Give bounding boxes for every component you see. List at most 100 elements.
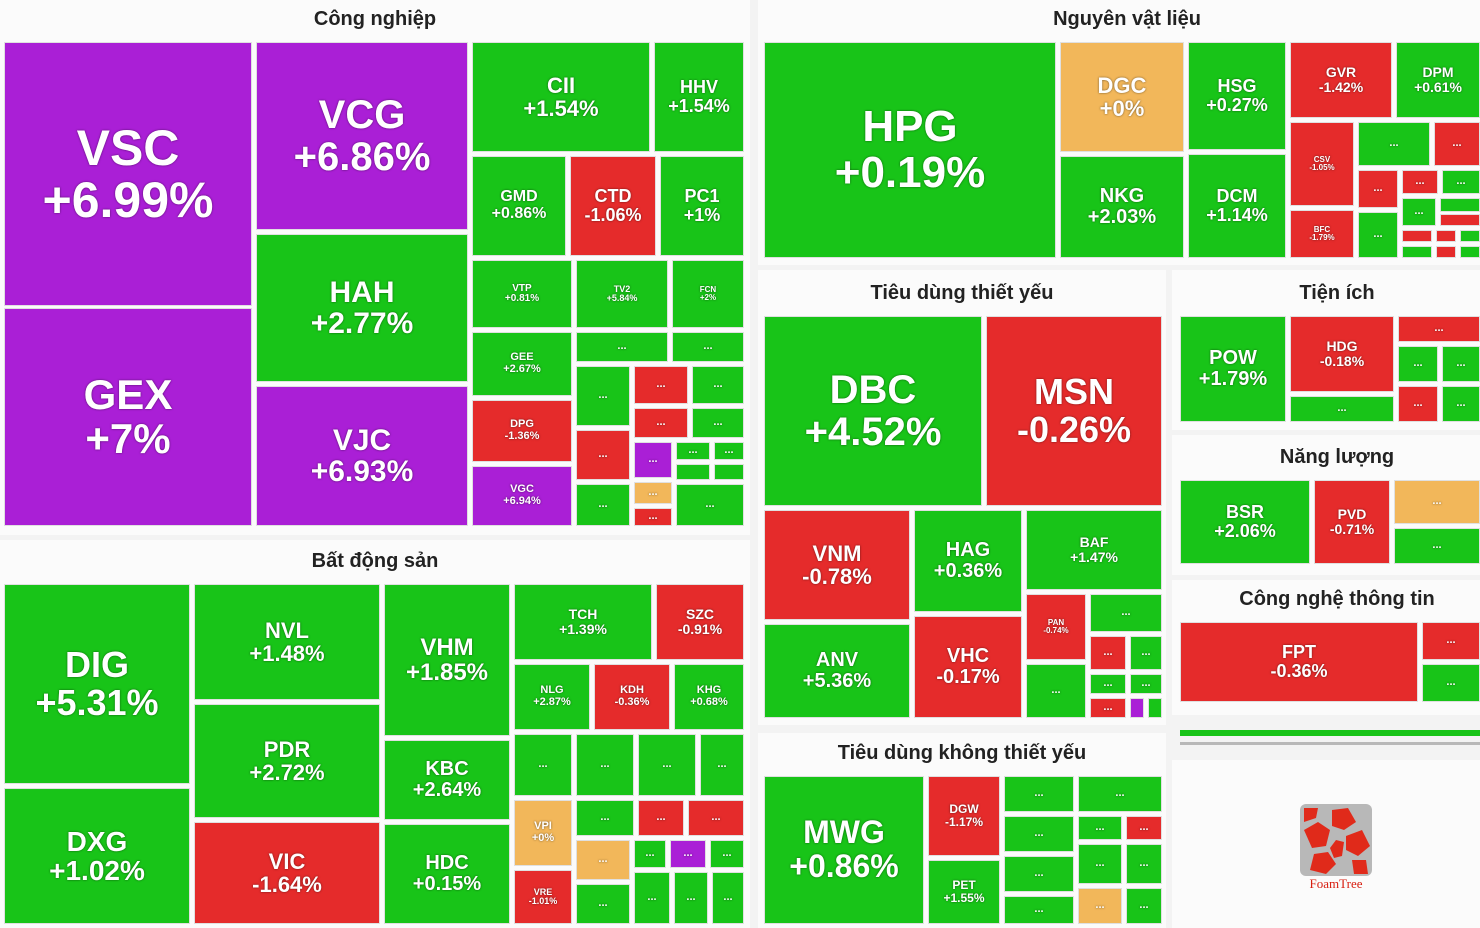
stock-tile[interactable]: NVL +1.48% (194, 584, 380, 700)
stock-tile[interactable]: SZC -0.91% (656, 584, 744, 660)
small-stock-tile[interactable]: ... (1130, 674, 1162, 694)
small-stock-tile[interactable]: ... (1004, 776, 1074, 812)
small-stock-tile[interactable]: ... (1402, 198, 1436, 226)
stock-tile[interactable]: TV2 +5.84% (576, 260, 668, 328)
small-stock-tile[interactable] (714, 464, 744, 480)
small-stock-tile[interactable]: ... (672, 332, 744, 362)
small-stock-tile[interactable]: ... (1402, 170, 1438, 194)
small-stock-tile[interactable]: ... (1090, 698, 1126, 718)
stock-tile[interactable]: CSV -1.05% (1290, 122, 1354, 206)
small-stock-tile[interactable]: ... (1090, 674, 1126, 694)
stock-tile[interactable]: VPI +0% (514, 800, 572, 866)
stock-tile[interactable]: MWG +0.86% (764, 776, 924, 924)
small-stock-tile[interactable]: ... (634, 508, 672, 526)
stock-tile[interactable]: NKG +2.03% (1060, 156, 1184, 258)
stock-tile[interactable]: VGC +6.94% (472, 466, 572, 526)
small-stock-tile[interactable]: ... (1078, 888, 1122, 924)
small-stock-tile[interactable]: ... (700, 734, 744, 796)
small-stock-tile[interactable]: ... (1004, 896, 1074, 924)
stock-tile[interactable]: DGC +0% (1060, 42, 1184, 152)
small-stock-tile[interactable]: ... (638, 734, 696, 796)
small-stock-tile[interactable] (1436, 246, 1456, 258)
stock-tile[interactable]: BAF +1.47% (1026, 510, 1162, 590)
small-stock-tile[interactable]: ... (1434, 122, 1480, 166)
small-stock-tile[interactable]: ... (634, 840, 666, 868)
small-stock-tile[interactable]: ... (692, 408, 744, 438)
stock-tile[interactable]: HDG -0.18% (1290, 316, 1394, 392)
stock-tile[interactable]: DXG +1.02% (4, 788, 190, 924)
stock-tile[interactable]: HPG +0.19% (764, 42, 1056, 258)
small-stock-tile[interactable]: ... (1004, 856, 1074, 892)
small-stock-tile[interactable] (1440, 214, 1480, 226)
small-stock-tile[interactable]: ... (1398, 386, 1438, 422)
stock-tile[interactable]: CTD -1.06% (570, 156, 656, 256)
stock-tile[interactable]: DIG +5.31% (4, 584, 190, 784)
stock-tile[interactable]: PDR +2.72% (194, 704, 380, 818)
small-stock-tile[interactable]: ... (576, 484, 630, 526)
small-stock-tile[interactable]: ... (1358, 170, 1398, 208)
small-stock-tile[interactable]: ... (1078, 844, 1122, 884)
stock-tile[interactable]: KHG +0.68% (674, 664, 744, 730)
small-stock-tile[interactable]: ... (634, 366, 688, 404)
small-stock-tile[interactable]: ... (712, 872, 744, 924)
small-stock-tile[interactable]: ... (1130, 636, 1162, 670)
small-stock-tile[interactable]: ... (634, 482, 672, 504)
stock-tile[interactable]: MSN -0.26% (986, 316, 1162, 506)
stock-tile[interactable]: VIC -1.64% (194, 822, 380, 924)
stock-tile[interactable]: GMD +0.86% (472, 156, 566, 256)
stock-tile[interactable]: DGW -1.17% (928, 776, 1000, 856)
small-stock-tile[interactable] (1130, 698, 1144, 718)
stock-tile[interactable]: CII +1.54% (472, 42, 650, 152)
stock-tile[interactable]: VHM +1.85% (384, 584, 510, 736)
stock-tile[interactable]: HHV +1.54% (654, 42, 744, 152)
stock-tile[interactable]: BSR +2.06% (1180, 480, 1310, 564)
stock-tile[interactable]: VCG +6.86% (256, 42, 468, 230)
small-stock-tile[interactable]: ... (576, 430, 630, 480)
small-stock-tile[interactable]: ... (1090, 636, 1126, 670)
small-stock-tile[interactable] (1436, 230, 1456, 242)
small-stock-tile[interactable]: ... (1358, 212, 1398, 258)
stock-tile[interactable]: GVR -1.42% (1290, 42, 1392, 118)
small-stock-tile[interactable]: ... (1398, 346, 1438, 382)
small-stock-tile[interactable]: ... (1004, 816, 1074, 852)
small-stock-tile[interactable]: ... (1290, 396, 1394, 422)
small-stock-tile[interactable]: ... (710, 840, 744, 868)
stock-tile[interactable]: PET +1.55% (928, 860, 1000, 924)
stock-tile[interactable]: HDC +0.15% (384, 824, 510, 924)
stock-tile[interactable]: DBC +4.52% (764, 316, 982, 506)
small-stock-tile[interactable]: ... (676, 442, 710, 460)
stock-tile[interactable]: FPT -0.36% (1180, 622, 1418, 702)
stock-tile[interactable]: DCM +1.14% (1188, 154, 1286, 258)
small-stock-tile[interactable]: ... (1358, 122, 1430, 166)
stock-tile[interactable]: VJC +6.93% (256, 386, 468, 526)
small-stock-tile[interactable]: ... (514, 734, 572, 796)
small-stock-tile[interactable]: ... (1398, 316, 1480, 342)
small-stock-tile[interactable]: ... (674, 872, 708, 924)
small-stock-tile[interactable]: ... (576, 366, 630, 426)
small-stock-tile[interactable]: ... (688, 800, 744, 836)
small-stock-tile[interactable]: ... (576, 332, 668, 362)
small-stock-tile[interactable]: ... (1422, 622, 1480, 660)
stock-tile[interactable]: VNM -0.78% (764, 510, 910, 620)
small-stock-tile[interactable]: ... (1126, 888, 1162, 924)
small-stock-tile[interactable]: ... (1126, 816, 1162, 840)
small-stock-tile[interactable]: ... (670, 840, 706, 868)
small-stock-tile[interactable]: ... (1394, 528, 1480, 564)
small-stock-tile[interactable]: ... (634, 408, 688, 438)
stock-tile[interactable]: TCH +1.39% (514, 584, 652, 660)
stock-tile[interactable]: BFC -1.79% (1290, 210, 1354, 258)
stock-tile[interactable]: VRE -1.01% (514, 870, 572, 924)
stock-tile[interactable]: GEE +2.67% (472, 332, 572, 396)
small-stock-tile[interactable]: ... (638, 800, 684, 836)
small-stock-tile[interactable]: ... (714, 442, 744, 460)
stock-tile[interactable]: POW +1.79% (1180, 316, 1286, 422)
small-stock-tile[interactable]: ... (634, 872, 670, 924)
stock-tile[interactable]: VHC -0.17% (914, 616, 1022, 718)
small-stock-tile[interactable] (676, 464, 710, 480)
small-stock-tile[interactable]: ... (576, 734, 634, 796)
small-stock-tile[interactable] (1402, 246, 1432, 258)
small-stock-tile[interactable] (1148, 698, 1162, 718)
stock-tile[interactable]: VTP +0.81% (472, 260, 572, 328)
small-stock-tile[interactable]: ... (1442, 170, 1480, 194)
small-stock-tile[interactable]: ... (576, 840, 630, 880)
